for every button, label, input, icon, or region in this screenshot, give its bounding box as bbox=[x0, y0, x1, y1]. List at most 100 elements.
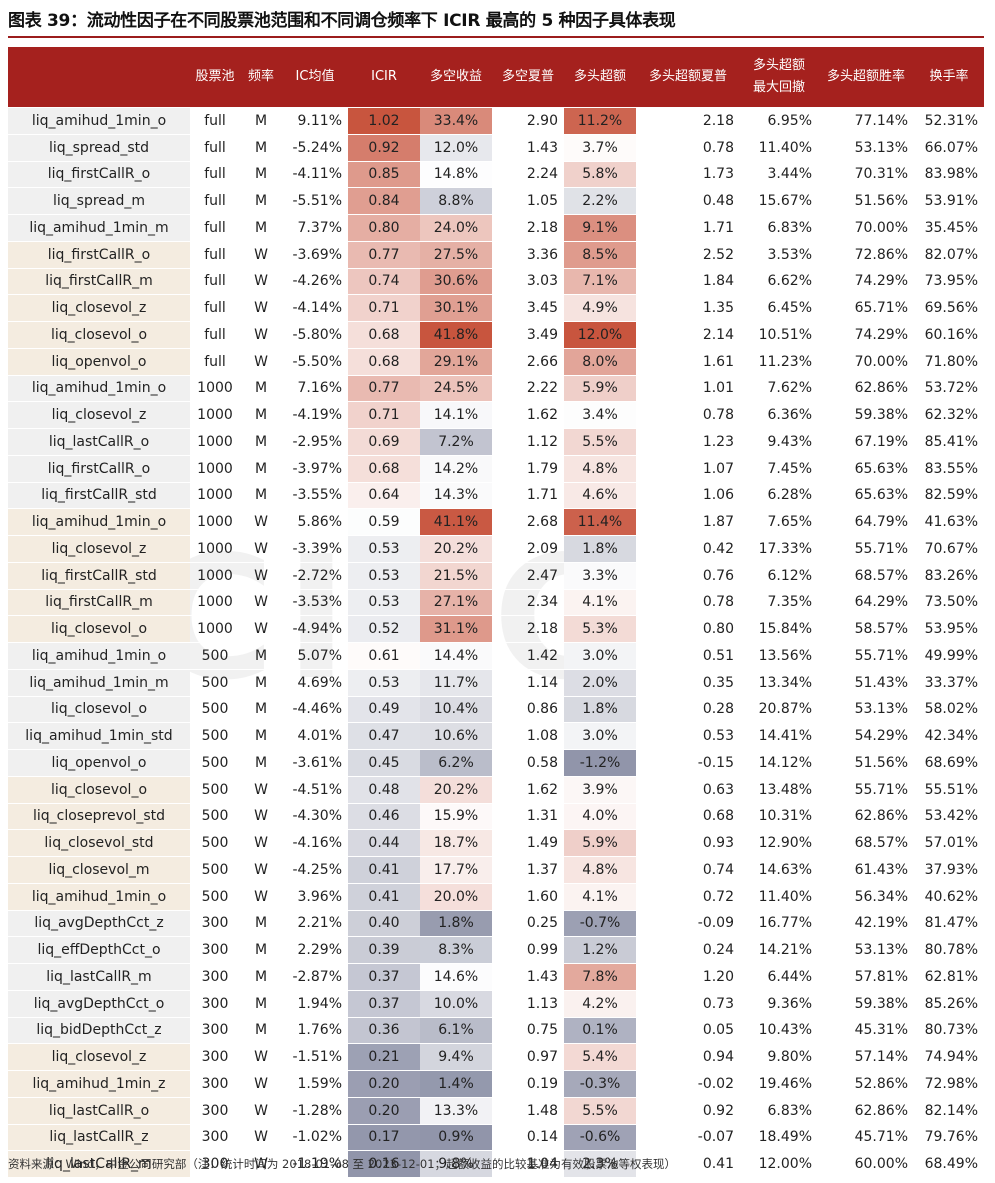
table-row: liq_firstCallR_o full W -3.69% 0.77 27.5% 3.36… bbox=[8, 241, 984, 269]
source-note: 资料来源：Wind，中金公司研究部（注：统计时间为 2018-01-08 至 2… bbox=[8, 1157, 677, 1171]
table-row: liq_amihud_1min_o 500 W 3.96% 0.41 20.0% 1.60 4… bbox=[8, 883, 984, 911]
table-cell: 72.86% bbox=[818, 241, 914, 269]
table-cell: 53.13% bbox=[818, 134, 914, 162]
table-cell: 6.45% bbox=[740, 294, 818, 322]
table-cell: 54.29% bbox=[818, 722, 914, 750]
header-cell: 多头超额胜率 bbox=[818, 47, 914, 108]
table-cell: 6.28% bbox=[740, 482, 818, 510]
table-cell: 0.41 bbox=[348, 856, 420, 884]
table-cell: W bbox=[240, 615, 282, 643]
table-cell: 1.73 bbox=[636, 161, 740, 189]
table-cell: W bbox=[240, 856, 282, 884]
table-row: liq_openvol_o full W -5.50% 0.68 29.1% 2.66 8.0… bbox=[8, 348, 984, 376]
factor-name-cell: liq_closevol_std bbox=[8, 829, 190, 857]
table-cell: 68.69% bbox=[914, 749, 984, 777]
table-row: liq_closevol_m 500 W -4.25% 0.41 17.7% 1.37 4.8… bbox=[8, 856, 984, 884]
table-cell: 73.50% bbox=[914, 589, 984, 617]
table-cell: 6.12% bbox=[740, 562, 818, 590]
factor-name-cell: liq_firstCallR_std bbox=[8, 482, 190, 510]
table-cell: 5.8% bbox=[564, 161, 636, 189]
factor-name-cell: liq_amihud_1min_std bbox=[8, 722, 190, 750]
table-cell: 62.32% bbox=[914, 401, 984, 429]
table-cell: 1.31 bbox=[492, 803, 564, 831]
table-cell: 13.34% bbox=[740, 669, 818, 697]
table-cell: 0.49 bbox=[348, 696, 420, 724]
table-cell: 0.80 bbox=[348, 214, 420, 242]
table-cell: 1.43 bbox=[492, 134, 564, 162]
table-cell: 1.37 bbox=[492, 856, 564, 884]
table-cell: 6.2% bbox=[420, 749, 492, 777]
table-cell: 6.44% bbox=[740, 963, 818, 991]
table-cell: 0.61 bbox=[348, 642, 420, 670]
table-cell: 1000 bbox=[190, 589, 240, 617]
table-cell: 59.38% bbox=[818, 401, 914, 429]
table-cell: 1000 bbox=[190, 428, 240, 456]
table-cell: 20.2% bbox=[420, 776, 492, 804]
header-cell: 多头超额夏普 bbox=[636, 47, 740, 108]
table-cell: W bbox=[240, 321, 282, 349]
table-cell: 14.3% bbox=[420, 482, 492, 510]
table-cell: 0.77 bbox=[348, 241, 420, 269]
table-cell: 6.62% bbox=[740, 268, 818, 296]
table-cell: 0.78 bbox=[636, 134, 740, 162]
table-row: liq_lastCallR_o 300 W -1.28% 0.20 13.3% 1.48 5.… bbox=[8, 1097, 984, 1125]
factor-name-cell: liq_closevol_o bbox=[8, 321, 190, 349]
table-cell: 18.49% bbox=[740, 1124, 818, 1152]
table-cell: 41.8% bbox=[420, 321, 492, 349]
header-cell: 多头超额 最大回撤 bbox=[740, 47, 818, 108]
table-cell: M bbox=[240, 455, 282, 483]
table-row: liq_amihud_1min_o 500 M 5.07% 0.61 14.4% 1.42 3… bbox=[8, 642, 984, 670]
table-cell: 62.86% bbox=[818, 1097, 914, 1125]
table-cell: 1.35 bbox=[636, 294, 740, 322]
factor-name-cell: liq_spread_std bbox=[8, 134, 190, 162]
table-cell: 41.63% bbox=[914, 508, 984, 536]
table-cell: 0.74 bbox=[348, 268, 420, 296]
table-cell: 82.14% bbox=[914, 1097, 984, 1125]
factor-name-cell: liq_closevol_z bbox=[8, 401, 190, 429]
table-cell: 8.0% bbox=[564, 348, 636, 376]
table-cell: 64.79% bbox=[818, 508, 914, 536]
table-cell: -4.25% bbox=[282, 856, 348, 884]
table-row: liq_firstCallR_std 1000 M -3.55% 0.64 14.3% 1.… bbox=[8, 482, 984, 510]
table-row: liq_spread_m full M -5.51% 0.84 8.8% 1.05 2.2% 0… bbox=[8, 187, 984, 215]
table-cell: M bbox=[240, 428, 282, 456]
table-cell: 1.60 bbox=[492, 883, 564, 911]
table-cell: 0.05 bbox=[636, 1017, 740, 1045]
table-cell: 19.46% bbox=[740, 1070, 818, 1098]
table-cell: 0.63 bbox=[636, 776, 740, 804]
table-row: liq_lastCallR_z 300 W -1.02% 0.17 0.9% 0.14 -0.… bbox=[8, 1124, 984, 1152]
table-row: liq_amihud_1min_o 1000 W 5.86% 0.59 41.1% 2.68… bbox=[8, 508, 984, 536]
table-cell: 4.01% bbox=[282, 722, 348, 750]
header-cell: IC均值 bbox=[282, 47, 348, 108]
table-cell: 53.13% bbox=[818, 696, 914, 724]
table-cell: 7.35% bbox=[740, 589, 818, 617]
table-cell: 7.37% bbox=[282, 214, 348, 242]
table-cell: 14.4% bbox=[420, 642, 492, 670]
table-cell: 82.59% bbox=[914, 482, 984, 510]
table-cell: 0.28 bbox=[636, 696, 740, 724]
table-cell: 42.19% bbox=[818, 910, 914, 938]
table-cell: full bbox=[190, 241, 240, 269]
table-cell: -1.2% bbox=[564, 749, 636, 777]
table-cell: 65.63% bbox=[818, 455, 914, 483]
table-cell: full bbox=[190, 321, 240, 349]
table-cell: 3.49 bbox=[492, 321, 564, 349]
title-rule bbox=[8, 36, 984, 38]
table-cell: 53.42% bbox=[914, 803, 984, 831]
table-cell: 4.9% bbox=[564, 294, 636, 322]
table-cell: 1000 bbox=[190, 508, 240, 536]
table-cell: 13.48% bbox=[740, 776, 818, 804]
table-cell: 0.97 bbox=[492, 1043, 564, 1071]
table-cell: 500 bbox=[190, 722, 240, 750]
table-cell: 10.4% bbox=[420, 696, 492, 724]
table-cell: 7.8% bbox=[564, 963, 636, 991]
table-row: liq_closevol_std 500 W -4.16% 0.44 18.7% 1.49 5… bbox=[8, 829, 984, 857]
table-cell: 1.05 bbox=[492, 187, 564, 215]
table-cell: 70.00% bbox=[818, 214, 914, 242]
factor-name-cell: liq_amihud_1min_o bbox=[8, 883, 190, 911]
table-cell: 0.20 bbox=[348, 1097, 420, 1125]
table-cell: full bbox=[190, 214, 240, 242]
table-cell: -5.50% bbox=[282, 348, 348, 376]
table-cell: 83.26% bbox=[914, 562, 984, 590]
table-cell: -5.24% bbox=[282, 134, 348, 162]
